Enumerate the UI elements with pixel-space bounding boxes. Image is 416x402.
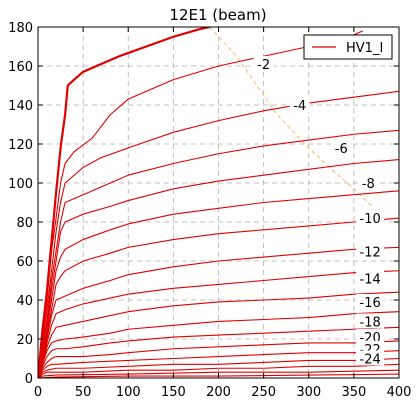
curve-label-text: -4 <box>293 99 306 114</box>
y-tick-label: 80 <box>16 216 33 231</box>
curve-label: -16 <box>356 293 385 311</box>
chart-title: 12E1 (beam) <box>169 6 266 24</box>
y-tick-label: 120 <box>8 138 33 153</box>
curve-label-text: -16 <box>360 296 381 311</box>
legend-label: HV1_I <box>346 41 383 56</box>
x-tick-label: 50 <box>75 385 92 400</box>
legend: HV1_I <box>303 34 393 60</box>
series-line-10 <box>38 291 399 378</box>
curve-label: -24 <box>356 350 385 368</box>
curve-label: -12 <box>356 243 385 260</box>
series-line-3 <box>38 90 399 378</box>
series-line-15 <box>38 357 399 378</box>
x-tick-label: 150 <box>161 385 186 400</box>
curve-label-text: -6 <box>335 142 348 157</box>
curve-label: -14 <box>356 270 385 288</box>
y-tick-label: 40 <box>16 294 33 309</box>
curve-label: -18 <box>356 313 385 330</box>
series-line-4 <box>38 129 399 378</box>
curve-label: -8 <box>358 175 379 192</box>
curve-label-text: -18 <box>360 315 381 330</box>
series-line-13 <box>38 340 399 378</box>
y-tick-label: 100 <box>8 177 33 192</box>
series-line-2 <box>38 30 364 378</box>
curve-label-text: -14 <box>360 273 381 288</box>
curve-label-text: -8 <box>362 177 375 192</box>
x-tick-label: 0 <box>34 385 42 400</box>
y-tick-label: 160 <box>8 60 33 75</box>
y-tick-label: 60 <box>16 255 33 270</box>
series-line-1 <box>38 27 210 378</box>
curve-label: -4 <box>289 97 310 114</box>
series-line-11 <box>38 311 399 378</box>
x-tick-label: 100 <box>116 385 141 400</box>
curve-label-text: -10 <box>360 212 381 227</box>
curve-label: -10 <box>356 210 385 227</box>
x-tick-label: 400 <box>387 385 412 400</box>
y-tick-label: 20 <box>16 333 33 348</box>
series-line-12 <box>38 326 399 378</box>
curve-label-text: -24 <box>360 353 381 368</box>
x-tick-label: 350 <box>341 385 366 400</box>
curve-label: -2 <box>253 56 274 73</box>
series-line-6 <box>38 190 399 378</box>
curve-label-text: -12 <box>360 245 381 260</box>
x-tick-label: 250 <box>251 385 276 400</box>
series-line-7 <box>38 217 399 378</box>
y-tick-label: 0 <box>25 372 33 387</box>
series-line-5 <box>38 159 399 378</box>
series-line-8 <box>38 246 399 378</box>
series-line-14 <box>38 350 399 378</box>
contour-line <box>209 26 373 207</box>
series-line-9 <box>38 270 399 378</box>
y-tick-label: 140 <box>8 99 33 114</box>
series-line-16 <box>38 363 399 378</box>
curve-label-text: -2 <box>257 58 270 73</box>
y-tick-label: 180 <box>8 21 33 36</box>
curve-label: -6 <box>331 139 352 157</box>
x-tick-label: 300 <box>296 385 321 400</box>
x-tick-label: 200 <box>206 385 231 400</box>
